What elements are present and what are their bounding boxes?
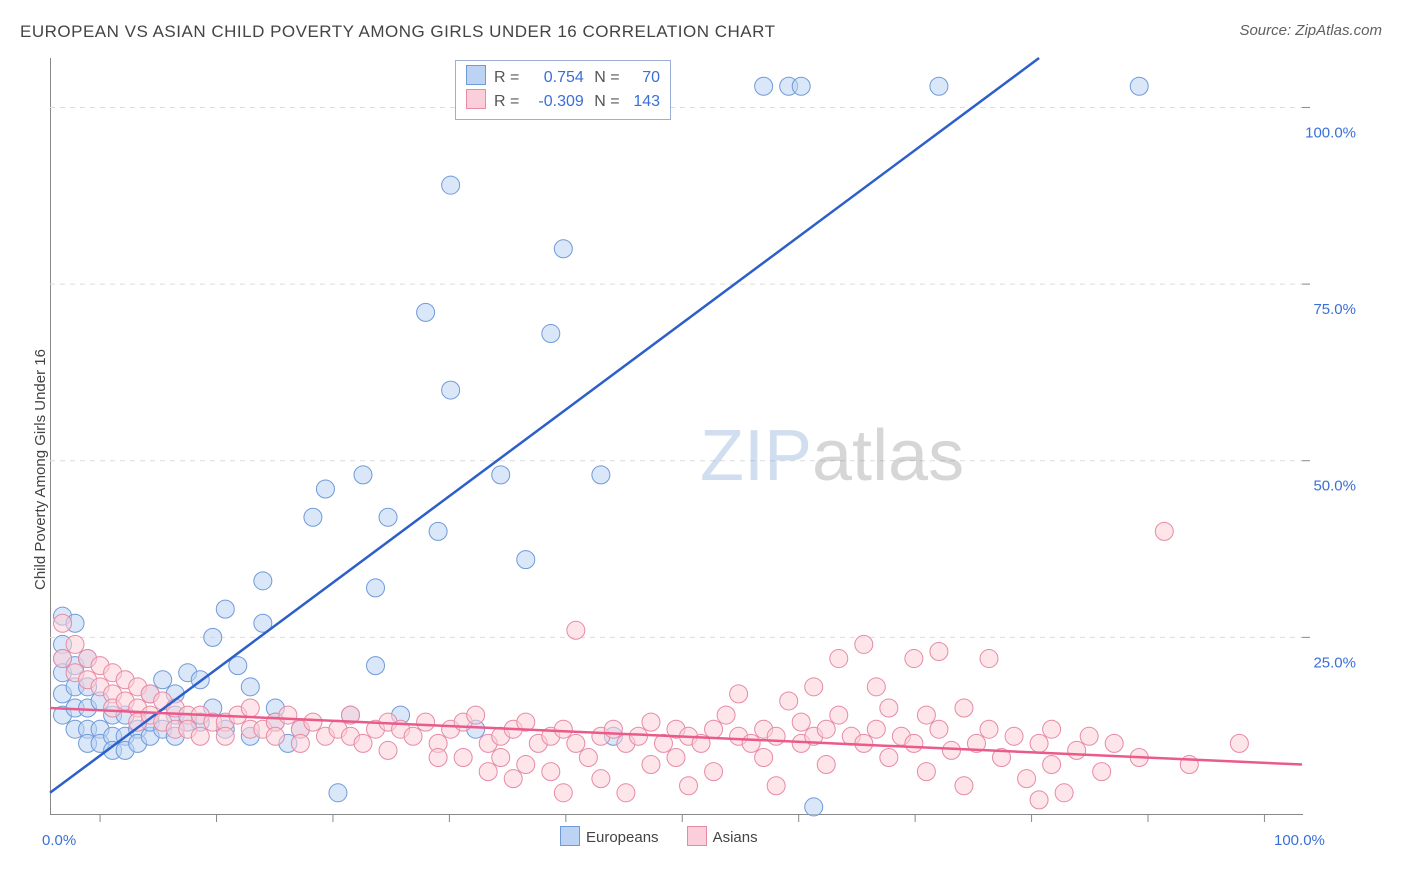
legend-item: Europeans — [560, 829, 659, 846]
svg-text:25.0%: 25.0% — [1313, 654, 1356, 671]
svg-text:50.0%: 50.0% — [1313, 478, 1356, 495]
x-axis-label-max: 100.0% — [1274, 832, 1325, 849]
chart-legend: Europeans Asians — [560, 826, 786, 846]
stat-row: R = 0.754 N = 70 — [466, 65, 660, 89]
stat-row: R = -0.309 N = 143 — [466, 89, 660, 113]
correlation-stat-box: R = 0.754 N = 70R = -0.309 N = 143 — [455, 60, 671, 120]
legend-item: Asians — [687, 829, 758, 846]
legend-swatch — [466, 89, 486, 109]
legend-swatch — [687, 826, 707, 846]
legend-swatch — [560, 826, 580, 846]
chart-svg-layer: 25.0% 50.0% 75.0% 100.0% — [0, 0, 1362, 874]
x-axis-label-min: 0.0% — [42, 832, 76, 849]
svg-text:75.0%: 75.0% — [1313, 301, 1356, 318]
svg-text:100.0%: 100.0% — [1305, 124, 1356, 141]
legend-swatch — [466, 65, 486, 85]
